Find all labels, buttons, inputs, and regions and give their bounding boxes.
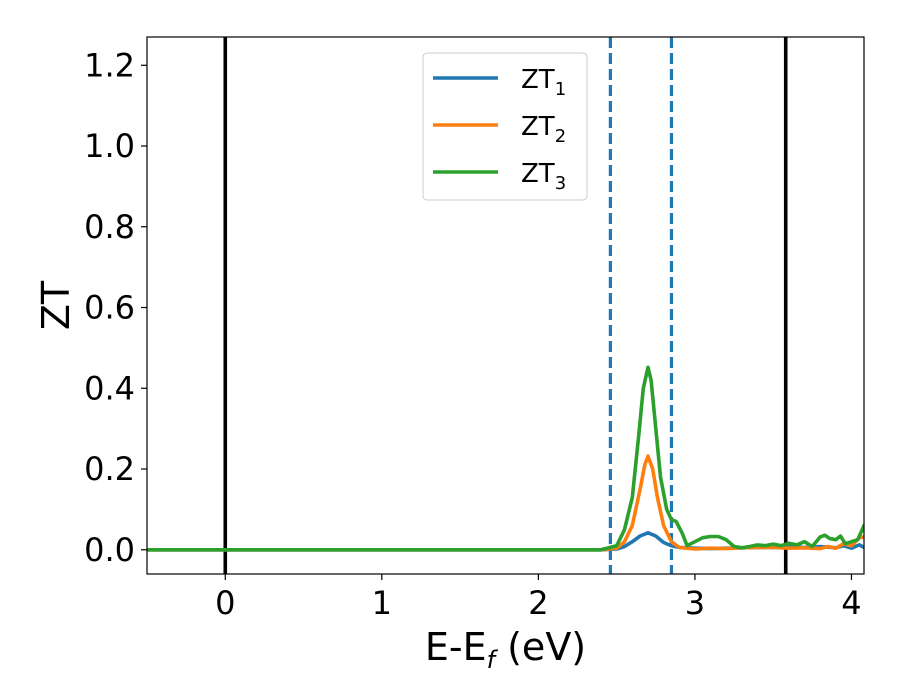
- y-tick-label: 1.0: [84, 127, 135, 165]
- x-tick-label: 4: [841, 584, 861, 622]
- legend-label-zt-3: ZT3: [521, 159, 566, 194]
- y-tick-label: 0.4: [84, 369, 135, 407]
- x-axis-label: E-Ef (eV): [425, 625, 586, 674]
- series-line-zt-2: [147, 454, 864, 552]
- x-tick-label: 2: [528, 584, 548, 622]
- series-line-zt-3: [147, 365, 864, 552]
- x-axis-label-unit: (eV): [495, 625, 586, 669]
- x-tick-label: 1: [372, 584, 392, 622]
- y-tick-label: 0.2: [84, 450, 135, 488]
- plot-frame: [146, 36, 865, 575]
- x-axis-label-main: E-E: [425, 625, 487, 669]
- reference-lines: [223, 37, 788, 574]
- legend-label-zt-2: ZT2: [521, 112, 566, 147]
- y-tick-label: 0.8: [84, 208, 135, 246]
- legend: ZT1 ZT2 ZT3: [422, 52, 588, 201]
- legend-entries: ZT1 ZT2 ZT3: [433, 65, 566, 194]
- series-lines: [147, 365, 864, 552]
- y-tick-label: 1.2: [84, 46, 135, 84]
- x-tick-label: 3: [685, 584, 705, 622]
- y-axis-ticks: 0.0 0.2 0.4 0.6 0.8 1.0 1.2: [84, 46, 147, 569]
- legend-box: [422, 52, 588, 201]
- legend-label-zt-1: ZT1: [521, 65, 566, 100]
- y-axis-label: ZT: [34, 280, 78, 330]
- y-tick-label: 0.0: [84, 531, 135, 569]
- x-tick-label: 0: [215, 584, 235, 622]
- x-axis-ticks: 0 1 2 3 4: [215, 574, 862, 622]
- y-tick-label: 0.6: [84, 289, 135, 327]
